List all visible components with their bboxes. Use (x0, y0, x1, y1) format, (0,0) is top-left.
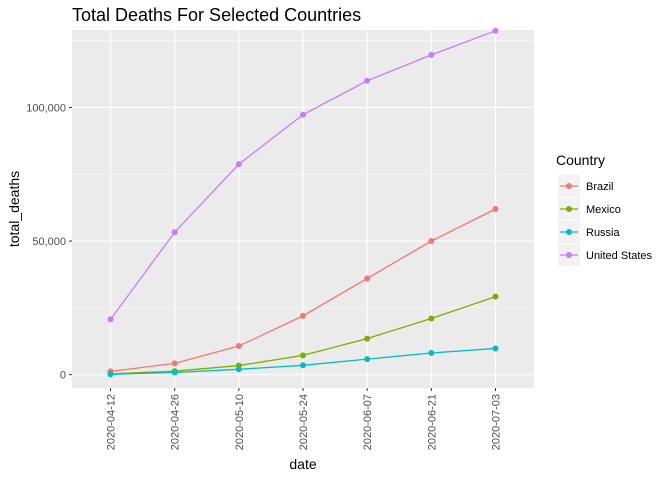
data-point (171, 360, 178, 367)
y-axis: 0 50,000 100,000 (26, 102, 72, 382)
data-point (364, 77, 371, 84)
data-point (300, 352, 306, 359)
chart-title: Total Deaths For Selected Countries (72, 5, 361, 25)
x-tick-label: 2020-04-12 (106, 394, 118, 450)
legend-title: Country (556, 152, 605, 168)
data-point (171, 229, 178, 236)
legend-key-point (566, 229, 572, 235)
x-tick-label: 2020-04-26 (170, 394, 182, 450)
series-russia (107, 345, 499, 378)
legend-item-united-states: United States (558, 244, 653, 266)
series-united-states (107, 27, 499, 323)
legend-key-point (566, 252, 572, 258)
y-tick-label: 50,000 (32, 236, 66, 248)
legend-item-brazil: Brazil (558, 175, 614, 197)
data-point (235, 343, 242, 350)
x-tick-label: 2020-07-03 (491, 394, 503, 450)
data-point (428, 350, 435, 357)
data-point (300, 111, 306, 118)
data-point (492, 345, 499, 352)
data-point (364, 356, 371, 363)
data-point (300, 362, 306, 369)
data-point (492, 27, 499, 34)
data-point (364, 335, 371, 342)
x-tick-label: 2020-06-07 (362, 394, 374, 450)
data-point (235, 161, 242, 168)
data-point (300, 312, 306, 319)
legend-item-mexico: Mexico (558, 198, 621, 220)
data-point (364, 275, 371, 282)
x-tick-label: 2020-05-24 (298, 394, 310, 450)
grid-major (72, 30, 534, 388)
data-point (428, 238, 435, 245)
series-layer (107, 27, 499, 378)
legend: Country Brazil Mexico Russia United States (556, 152, 653, 266)
data-point (428, 51, 435, 58)
data-point (235, 366, 242, 373)
data-point (171, 369, 178, 376)
x-axis: 2020-04-12 2020-04-26 2020-05-10 2020-05-24… (106, 388, 503, 450)
data-point (428, 315, 435, 322)
y-axis-title: total_deaths (6, 171, 22, 247)
legend-label: Brazil (586, 181, 614, 193)
x-tick-label: 2020-05-10 (234, 394, 246, 450)
legend-key-point (566, 206, 572, 212)
legend-label: Mexico (586, 204, 621, 216)
data-point (492, 293, 499, 300)
legend-key-point (566, 183, 572, 189)
x-tick-label: 2020-06-21 (426, 394, 438, 450)
y-tick-label: 100,000 (26, 102, 66, 114)
data-point (107, 316, 114, 323)
legend-label: United States (586, 250, 653, 262)
data-point (107, 371, 114, 378)
x-axis-title: date (289, 456, 316, 472)
legend-label: Russia (586, 227, 621, 239)
data-point (492, 206, 499, 212)
legend-item-russia: Russia (558, 221, 621, 243)
y-tick-label: 0 (60, 370, 66, 382)
